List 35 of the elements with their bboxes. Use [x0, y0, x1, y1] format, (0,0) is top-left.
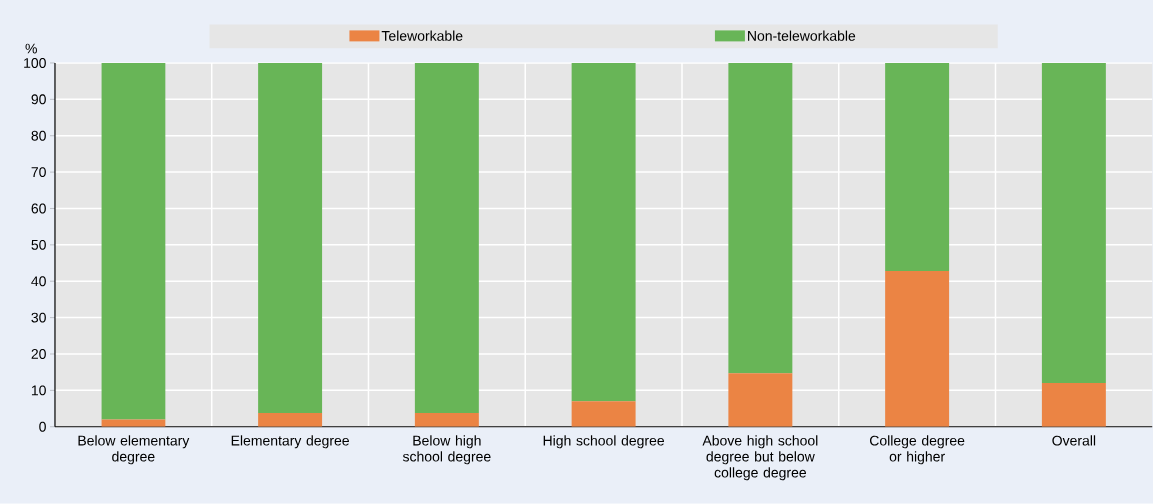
y-tick-label: 80: [31, 130, 46, 141]
legend-label: Non-teleworkable: [748, 30, 856, 41]
x-tick-label: Elementary degree: [231, 435, 349, 449]
y-tick-label: 10: [31, 385, 46, 396]
bar: [414, 413, 479, 427]
x-tick-label: Above high school degree but below college degree: [702, 435, 818, 481]
y-tick-label: 0: [39, 421, 46, 432]
x-tick-label: Overall: [1052, 435, 1096, 446]
y-tick-label: 20: [31, 349, 46, 360]
y-tick-label: 30: [31, 312, 46, 323]
x-tick-label: Below elementary degree: [78, 435, 190, 465]
bar: [1041, 63, 1106, 384]
bar: [258, 63, 323, 414]
x-tick-label: College degree or higher: [869, 435, 965, 465]
legend-label: Teleworkable: [381, 30, 463, 41]
bar: [885, 271, 950, 427]
y-tick-label: 50: [31, 240, 46, 250]
bar: [571, 401, 636, 427]
y-axis-title: %: [25, 43, 37, 54]
y-tick-label: 60: [31, 203, 46, 214]
bar: [414, 63, 479, 414]
y-tick-label: 70: [31, 167, 46, 178]
x-tick-label: Below high school degree: [402, 435, 491, 465]
bar: [728, 63, 793, 374]
y-tick-label: 100: [24, 58, 46, 69]
bar: [885, 63, 950, 272]
bar: [1041, 383, 1106, 427]
y-tick-label: 40: [31, 276, 46, 287]
bar: [258, 413, 323, 427]
bar: [101, 63, 166, 420]
bar: [101, 419, 166, 427]
bar: [571, 63, 636, 402]
x-tick-label: High school degree: [543, 435, 665, 449]
y-tick-label: 90: [31, 94, 46, 105]
bar: [728, 373, 793, 427]
